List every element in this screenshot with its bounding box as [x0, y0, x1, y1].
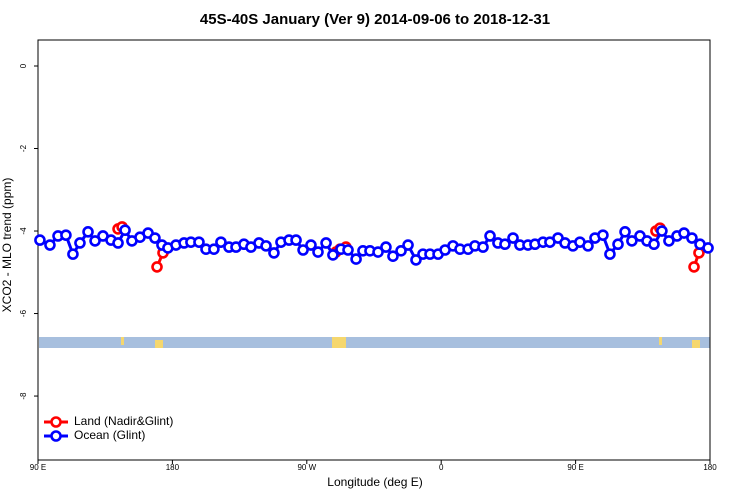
y-axis-title: XCO2 - MLO trend (ppm) [0, 178, 14, 313]
point [34, 234, 46, 246]
point [60, 229, 72, 241]
point [297, 244, 309, 256]
point [663, 235, 675, 247]
series [34, 224, 714, 266]
point [686, 232, 698, 244]
x-tick-label: 0 [439, 463, 444, 472]
point [112, 237, 124, 249]
point [410, 254, 422, 266]
point [208, 243, 220, 255]
y-tick-label: 0 [19, 63, 28, 68]
chart-title: 45S-40S January (Ver 9) 2014-09-06 to 20… [200, 11, 550, 28]
land-strip [692, 340, 700, 348]
legend-label: Land (Nadir&Glint) [74, 414, 173, 428]
point [89, 235, 101, 247]
point [119, 224, 131, 236]
point [484, 230, 496, 242]
x-tick-label: 90 E [30, 463, 46, 472]
legend-label: Ocean (Glint) [74, 428, 145, 442]
point [305, 239, 317, 251]
point [215, 236, 227, 248]
point [387, 250, 399, 262]
point [350, 253, 362, 265]
point [604, 248, 616, 260]
x-tick-label: 90 W [297, 463, 316, 472]
point [402, 239, 414, 251]
land-strip [332, 337, 346, 348]
legend-marker [50, 430, 62, 442]
land-strip [659, 337, 662, 345]
point [612, 238, 624, 251]
point [44, 239, 56, 251]
point [597, 229, 609, 241]
surface-strip [39, 337, 710, 348]
y-tick-label: -6 [19, 309, 28, 317]
point [648, 238, 660, 251]
legend-marker [50, 416, 62, 428]
point [260, 240, 272, 252]
point [702, 242, 714, 254]
point [619, 226, 631, 238]
point [477, 241, 489, 253]
point [312, 246, 324, 258]
y-tick-label: -8 [19, 392, 28, 400]
ocean-strip [39, 337, 710, 348]
point [74, 237, 86, 249]
point [626, 235, 638, 247]
point [327, 249, 339, 261]
x-tick-label: 90 E [567, 463, 583, 472]
point [656, 225, 668, 237]
point [507, 232, 519, 244]
point [268, 247, 280, 259]
point [193, 236, 205, 248]
point [395, 245, 407, 257]
point [582, 240, 594, 252]
land-strip [155, 340, 163, 348]
point [149, 232, 161, 244]
y-tick-label: -4 [19, 227, 28, 235]
x-axis-title: Longitude (deg E) [327, 475, 422, 489]
point [82, 226, 94, 238]
x-tick-label: 180 [166, 463, 180, 472]
point [688, 261, 700, 273]
point [320, 237, 332, 249]
point [499, 238, 511, 251]
point [678, 227, 690, 239]
y-tick-label: -2 [19, 144, 28, 152]
land-strip [121, 337, 124, 345]
point [151, 261, 163, 273]
x-tick-label: 180 [703, 463, 717, 472]
point [67, 248, 79, 260]
point [290, 234, 302, 246]
point [342, 244, 354, 256]
point [380, 241, 392, 253]
point [372, 246, 384, 258]
